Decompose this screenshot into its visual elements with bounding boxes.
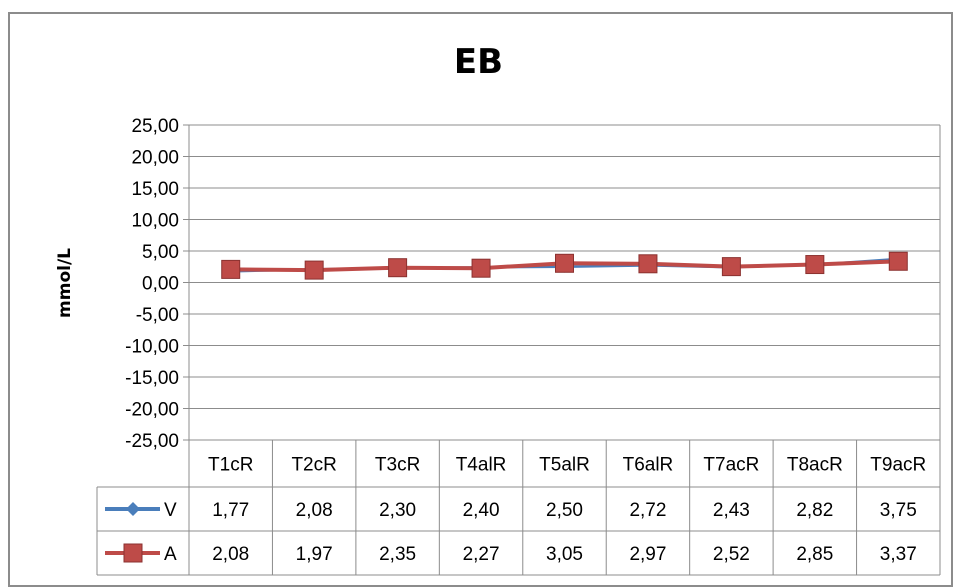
y-tick-label: 20,00: [131, 148, 179, 169]
x-category-label: T1cR: [208, 455, 253, 476]
data-point-A: [471, 258, 491, 278]
data-point-A: [721, 257, 741, 277]
data-point-A: [888, 251, 908, 271]
legend-label-A: A: [164, 544, 177, 565]
y-tick-label: 15,00: [131, 179, 179, 200]
data-point-A: [555, 253, 574, 273]
table-value-A: 2,85: [796, 544, 833, 565]
table-value-A: 2,27: [463, 544, 500, 565]
legend-key-marker-V: [126, 502, 140, 516]
legend-label-V: V: [164, 500, 177, 521]
y-tick-label: 25,00: [131, 116, 179, 137]
y-tick-label: 5,00: [142, 242, 179, 263]
data-point-A: [805, 255, 825, 275]
table-value-A: 2,08: [212, 544, 249, 565]
chart-title: EB: [453, 42, 504, 82]
y-tick-label: 10,00: [131, 211, 179, 232]
table-value-V: 1,77: [212, 500, 249, 521]
y-tick-label: -5,00: [136, 305, 179, 326]
y-tick-label: -25,00: [125, 431, 179, 452]
legend-key-marker-A: [123, 543, 143, 563]
data-point-A: [388, 258, 408, 278]
data-point-A: [221, 259, 241, 279]
x-category-label: T6alR: [623, 455, 674, 476]
data-point-A: [304, 260, 324, 280]
y-axis-label: mmol/L: [55, 248, 75, 318]
table-value-V: 3,75: [880, 500, 917, 521]
x-category-label: T9acR: [870, 455, 926, 476]
y-tick-label: -10,00: [125, 337, 179, 358]
table-value-V: 2,72: [629, 500, 666, 521]
table-value-V: 2,43: [713, 500, 750, 521]
y-tick-label: -15,00: [125, 368, 179, 389]
x-category-label: T8acR: [787, 455, 843, 476]
table-value-A: 2,35: [379, 544, 416, 565]
table-value-A: 3,37: [880, 544, 917, 565]
table-value-V: 2,82: [796, 500, 833, 521]
x-category-label: T7acR: [703, 455, 759, 476]
y-tick-label: 0,00: [142, 274, 179, 295]
x-category-label: T5alR: [539, 455, 590, 476]
table-value-A: 2,97: [629, 544, 666, 565]
data-point-A: [638, 254, 658, 274]
table-value-V: 2,40: [463, 500, 500, 521]
x-category-label: T3cR: [375, 455, 420, 476]
table-value-V: 2,08: [296, 500, 333, 521]
table-value-A: 2,52: [713, 544, 750, 565]
x-category-label: T4alR: [456, 455, 507, 476]
table-value-A: 1,97: [296, 544, 333, 565]
table-value-A: 3,05: [546, 544, 583, 565]
y-tick-label: -20,00: [125, 400, 179, 421]
chart-frame: [8, 12, 953, 587]
table-value-V: 2,50: [546, 500, 583, 521]
table-value-V: 2,30: [379, 500, 416, 521]
x-category-label: T2cR: [291, 455, 336, 476]
